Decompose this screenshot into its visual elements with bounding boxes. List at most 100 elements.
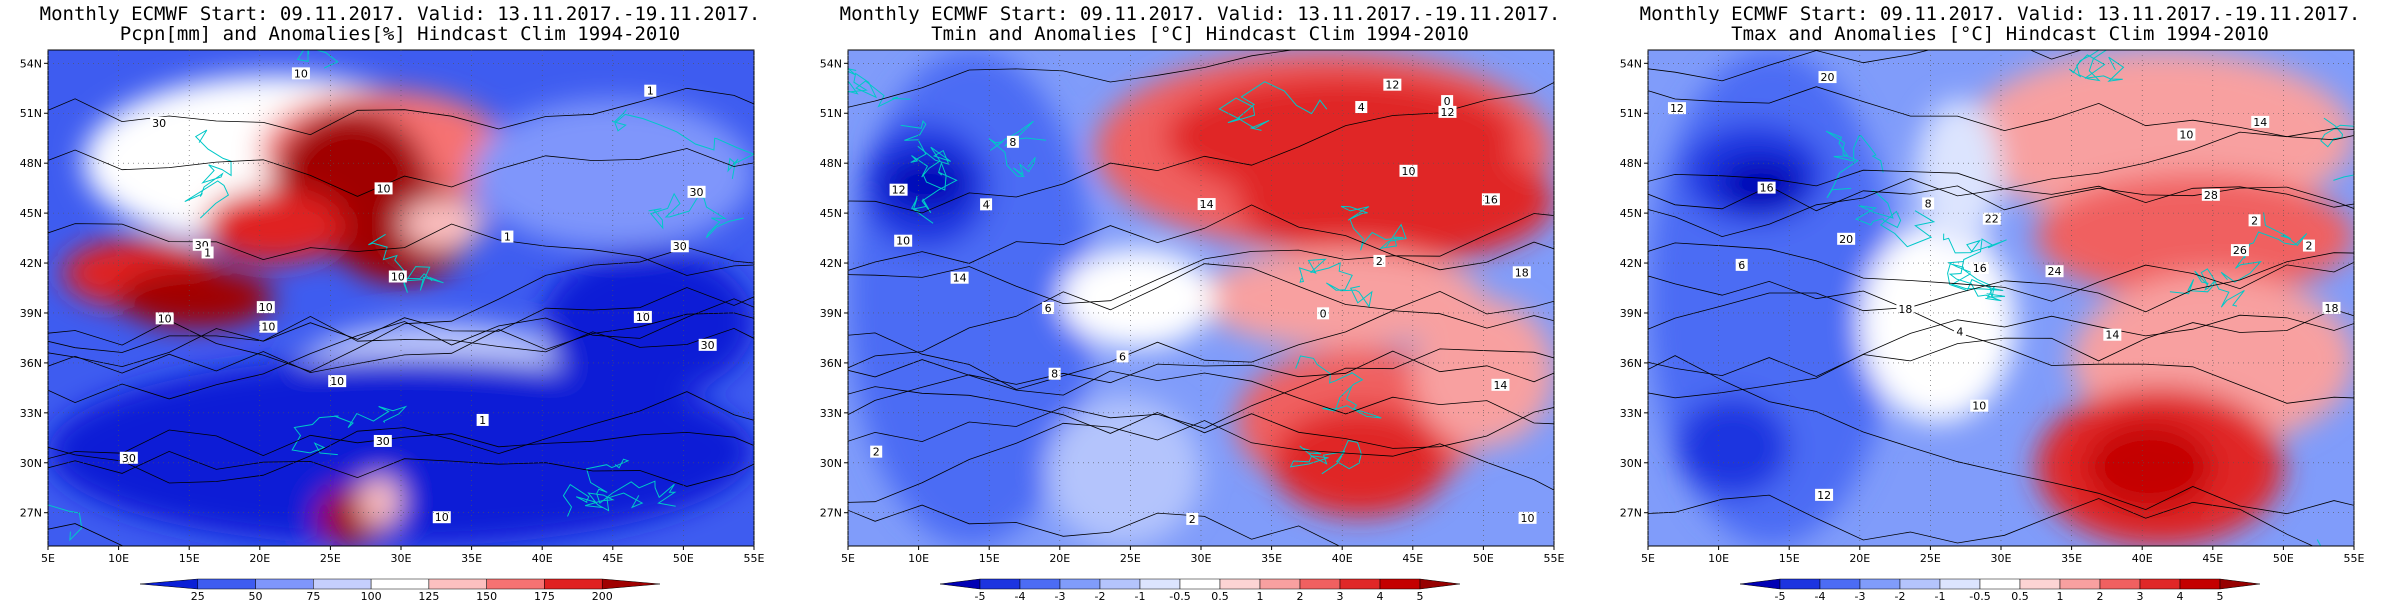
colorbar-tick-label: -5 [975, 590, 986, 600]
panel-title-line1: Monthly ECMWF Start: 09.11.2017. Valid: … [1639, 3, 2361, 25]
lat-tick-label: 54N [820, 57, 842, 70]
colorbar-segment [1219, 578, 1261, 590]
contour-label: 30 [152, 117, 166, 130]
anomaly-blob [1045, 397, 1201, 546]
coastline-path [1218, 81, 1328, 131]
coastline-path [562, 483, 644, 517]
contour-label: 28 [2204, 189, 2218, 202]
coastlines [1825, 50, 2354, 546]
panel-title-line1: Monthly ECMWF Start: 09.11.2017. Valid: … [39, 3, 761, 25]
contour-line [848, 359, 1554, 425]
contour-label-box [374, 182, 393, 195]
lat-tick-label: 42N [1620, 257, 1642, 270]
contour-label: 26 [2233, 244, 2247, 257]
contour-label-box [201, 246, 214, 259]
lon-tick-label: 25E [1120, 552, 1141, 565]
contour-label: 2 [2251, 214, 2258, 227]
contour-label: 12 [1817, 489, 1831, 502]
colorbar-tick-label: -2 [1095, 590, 1106, 600]
contour-label: 2 [1376, 255, 1383, 268]
contour-label: 30 [122, 452, 136, 465]
lon-tick-label: 30E [391, 552, 412, 565]
colorbar-tick-label: -4 [1815, 590, 1826, 600]
contour-line [1648, 252, 2354, 330]
lon-tick-label: 30E [1191, 552, 1212, 565]
colorbar-segment [1419, 578, 1461, 590]
colorbar-tick-label: -4 [1015, 590, 1026, 600]
lat-tick-label: 36N [1620, 357, 1642, 370]
coastline-path [900, 120, 951, 178]
colorbar-segment [1899, 578, 1941, 590]
lat-tick-label: 51N [1620, 107, 1642, 120]
contour-line [848, 213, 1554, 305]
contour-label-box [1042, 302, 1055, 315]
contour-label-box [155, 312, 174, 325]
lon-tick-label: 45E [602, 552, 623, 565]
lon-tick-label: 20E [1049, 552, 1070, 565]
lon-tick-label: 5E [841, 552, 855, 565]
contour-label-box [1355, 101, 1368, 114]
lon-tick-label: 40E [532, 552, 553, 565]
anomaly-blob [118, 268, 274, 328]
lat-tick-label: 33N [820, 407, 842, 420]
contour-label-box [1970, 262, 1989, 275]
coastline-path [2220, 212, 2308, 283]
coastline-path [1289, 439, 1362, 475]
contour-label-box [1197, 198, 1216, 211]
lat-tick-label: 42N [820, 257, 842, 270]
contour-line [48, 450, 754, 487]
lat-tick-label: 39N [1620, 307, 1642, 320]
contour-label-box [1896, 303, 1915, 316]
lon-tick-label: 25E [320, 552, 341, 565]
contour-line [48, 246, 754, 372]
contour-line [48, 312, 754, 374]
contour-label-box [1481, 193, 1500, 206]
contour-label: 14 [1200, 198, 1214, 211]
lon-tick-label: 5E [1641, 552, 1655, 565]
lat-tick-label: 33N [1620, 407, 1642, 420]
contour-label: 1 [647, 85, 654, 98]
coastline-path [2068, 50, 2125, 82]
colorbar-tick-label: -5 [1775, 590, 1786, 600]
contour-label: 16 [1973, 262, 1987, 275]
colorbar-tick-label: 1 [2057, 590, 2064, 600]
contour-label-box [328, 375, 347, 388]
coastline-path [291, 405, 408, 456]
contour-label: 10 [1521, 512, 1535, 525]
contour-label-box [1317, 307, 1330, 320]
contour-label-box [291, 67, 310, 80]
contour-line [48, 429, 754, 460]
contours [848, 50, 1554, 546]
lon-tick-label: 50E [673, 552, 694, 565]
contour-label-box [633, 310, 652, 323]
lon-tick-label: 30E [1991, 552, 2012, 565]
coastline-path [1298, 258, 1373, 308]
lat-tick-label: 27N [1620, 507, 1642, 520]
lat-tick-label: 30N [20, 457, 42, 470]
contour-label: 10 [1972, 400, 1986, 413]
contour-label: 6 [1738, 259, 1745, 272]
contour-line [848, 350, 1554, 416]
colorbar-tick-label: 25 [191, 590, 205, 600]
coastline-path [48, 504, 83, 542]
lat-tick-label: 48N [1620, 157, 1642, 170]
coastline-path [184, 129, 232, 219]
lon-tick-label: 25E [1920, 552, 1941, 565]
colorbar-segment [1819, 578, 1861, 590]
anomaly-blob [2085, 422, 2213, 512]
lat-tick-label: 51N [20, 107, 42, 120]
contour-label-box [373, 434, 392, 447]
lon-tick-label: 50E [1473, 552, 1494, 565]
colorbar-segment [1979, 578, 2021, 590]
contour-label: 8 [1051, 368, 1058, 381]
contour-label: 10 [896, 235, 910, 248]
contour-label: 10 [330, 375, 344, 388]
contour-label-box [1441, 95, 1454, 108]
coastline-path [1947, 261, 2006, 298]
panel-title-line1: Monthly ECMWF Start: 09.11.2017. Valid: … [839, 3, 1561, 25]
contour-label-box [2302, 239, 2315, 252]
contour-line [1648, 86, 2354, 141]
contour-line [848, 420, 1554, 503]
contour-label-box [2251, 115, 2270, 128]
tmax-map: 246281012141618202224262820181614121054N… [1620, 49, 2365, 600]
